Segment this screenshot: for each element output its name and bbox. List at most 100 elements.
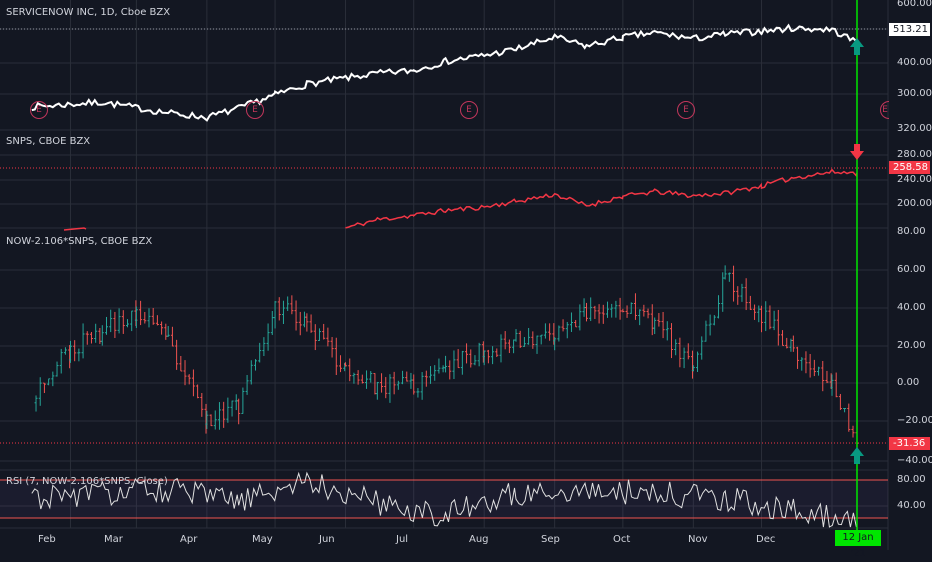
ohlc-bar bbox=[605, 301, 609, 318]
ohlc-bar bbox=[527, 327, 531, 345]
spread-axis-tick: 20.00 bbox=[897, 340, 926, 351]
ohlc-bar bbox=[226, 397, 230, 423]
ohlc-bar bbox=[757, 305, 761, 323]
ohlc-bar bbox=[213, 410, 217, 430]
ohlc-bar bbox=[183, 360, 187, 386]
month-label: Sep bbox=[541, 534, 560, 545]
ohlc-bar bbox=[205, 410, 209, 429]
ohlc-bar bbox=[130, 310, 134, 332]
ohlc-bar bbox=[68, 340, 72, 363]
ohlc-bar bbox=[625, 305, 629, 318]
grid-lines bbox=[0, 0, 888, 529]
ohlc-bar bbox=[196, 384, 200, 399]
ohlc-bar bbox=[273, 301, 277, 329]
ohlc-bar bbox=[825, 370, 829, 384]
ohlc-bar bbox=[77, 348, 81, 362]
ohlc-bar bbox=[356, 370, 360, 385]
ohlc-bar bbox=[704, 320, 708, 342]
ohlc-bar bbox=[409, 372, 413, 389]
ohlc-bar bbox=[661, 311, 665, 339]
ohlc-bar bbox=[535, 335, 539, 354]
snps-axis-tick: 200.00 bbox=[897, 198, 932, 209]
ohlc-bar bbox=[81, 323, 85, 359]
ohlc-bar bbox=[753, 304, 757, 320]
ohlc-bar bbox=[732, 265, 736, 302]
ohlc-bar bbox=[290, 295, 294, 315]
ohlc-bar bbox=[155, 315, 159, 326]
ohlc-bar bbox=[543, 323, 547, 339]
ohlc-bar bbox=[286, 296, 290, 311]
month-label: Apr bbox=[180, 534, 198, 545]
snps-price-series-early bbox=[63, 227, 87, 231]
month-label: Feb bbox=[38, 534, 56, 545]
ohlc-bar bbox=[507, 339, 511, 354]
ohlc-bar bbox=[412, 374, 416, 395]
earnings-marker[interactable]: E bbox=[460, 101, 478, 119]
ohlc-bar bbox=[614, 300, 618, 318]
ohlc-bar bbox=[650, 304, 654, 336]
ohlc-bar bbox=[764, 301, 768, 332]
ohlc-bar bbox=[429, 366, 433, 384]
rsi-series bbox=[31, 471, 858, 528]
spread-axis-tick: −20.00 bbox=[897, 415, 932, 426]
ohlc-bar bbox=[834, 372, 838, 398]
ohlc-bar bbox=[465, 343, 469, 364]
ohlc-bar bbox=[569, 312, 573, 332]
ohlc-bar bbox=[727, 272, 731, 282]
ohlc-bar bbox=[38, 377, 42, 406]
ohlc-bar bbox=[618, 297, 622, 320]
ohlc-bar bbox=[309, 314, 313, 333]
ohlc-bar bbox=[270, 310, 274, 336]
rsi-axis-tick: 40.00 bbox=[897, 500, 926, 511]
ohlc-bar bbox=[838, 393, 842, 411]
ohlc-bar bbox=[548, 323, 552, 341]
ohlc-bar bbox=[392, 371, 396, 395]
ohlc-bar bbox=[334, 337, 338, 376]
month-label: Dec bbox=[756, 534, 776, 545]
ohlc-bar bbox=[574, 319, 578, 328]
ohlc-bar bbox=[768, 305, 772, 330]
earnings-marker[interactable]: E bbox=[677, 101, 695, 119]
ohlc-bar bbox=[302, 311, 306, 328]
ohlc-bar bbox=[678, 337, 682, 368]
ohlc-bar bbox=[344, 362, 348, 367]
ohlc-bar bbox=[696, 351, 700, 372]
ohlc-bar bbox=[686, 343, 690, 360]
chart-canvas[interactable] bbox=[0, 0, 932, 550]
now-axis-tick: 300.00 bbox=[897, 88, 932, 99]
ohlc-bar bbox=[179, 355, 183, 372]
ohlc-bar bbox=[503, 331, 507, 350]
ohlc-bar bbox=[669, 323, 673, 359]
ohlc-bar bbox=[477, 342, 481, 367]
earnings-marker[interactable]: E bbox=[246, 101, 264, 119]
month-label: Mar bbox=[104, 534, 123, 545]
ohlc-bar bbox=[804, 351, 808, 374]
month-label: Jun bbox=[319, 534, 335, 545]
ohlc-bar bbox=[151, 308, 155, 325]
ohlc-bar bbox=[258, 342, 262, 363]
ohlc-bar bbox=[657, 313, 661, 327]
ohlc-bar bbox=[808, 353, 812, 378]
ohlc-bar bbox=[113, 311, 117, 338]
ohlc-bar bbox=[322, 323, 326, 340]
ohlc-bar bbox=[821, 360, 825, 392]
ohlc-bar bbox=[785, 337, 789, 349]
ohlc-bar bbox=[396, 380, 400, 390]
ohlc-bar bbox=[373, 373, 377, 395]
earnings-marker[interactable]: E bbox=[30, 101, 48, 119]
ohlc-bar bbox=[262, 337, 266, 357]
now-axis-tick: 600.00 bbox=[897, 0, 932, 9]
ohlc-bar bbox=[330, 337, 334, 358]
ohlc-bar bbox=[85, 331, 89, 345]
ohlc-bar bbox=[539, 334, 543, 345]
ohlc-bar bbox=[63, 347, 67, 355]
ohlc-bar bbox=[42, 382, 46, 394]
ohlc-bar bbox=[249, 360, 253, 385]
ohlc-bar bbox=[597, 304, 601, 324]
ohlc-bar bbox=[200, 392, 204, 417]
ohlc-bar bbox=[553, 337, 557, 351]
ohlc-bar bbox=[817, 366, 821, 376]
ohlc-bar bbox=[388, 374, 392, 403]
ohlc-bar bbox=[89, 331, 93, 344]
ohlc-bar bbox=[561, 319, 565, 332]
